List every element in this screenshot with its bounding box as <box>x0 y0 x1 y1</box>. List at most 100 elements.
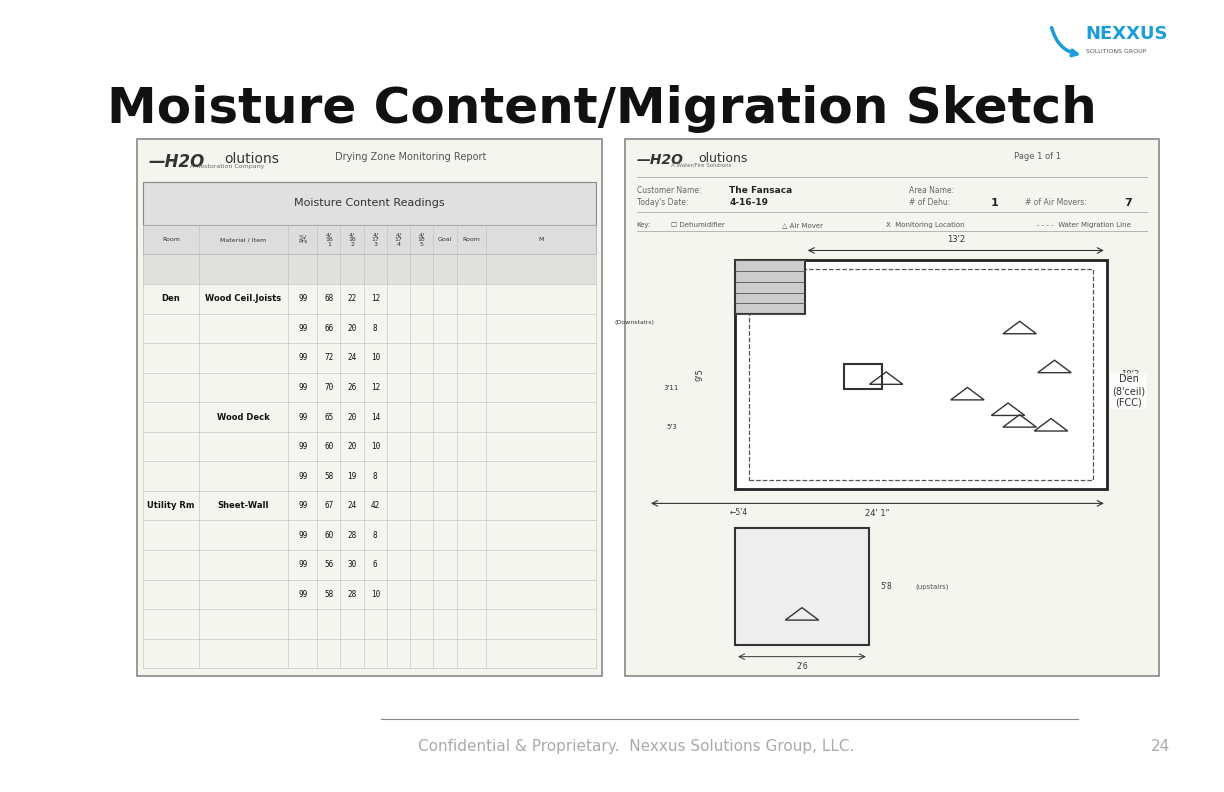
FancyBboxPatch shape <box>845 364 881 389</box>
Text: 6: 6 <box>373 561 377 569</box>
Text: 4/
17
4: 4/ 17 4 <box>394 233 403 246</box>
Text: 19: 19 <box>348 472 356 481</box>
Text: 12: 12 <box>371 383 379 392</box>
Text: Area Name:: Area Name: <box>909 186 955 195</box>
Text: 72: 72 <box>324 353 333 363</box>
FancyBboxPatch shape <box>736 260 805 314</box>
Text: 99: 99 <box>299 590 307 599</box>
FancyBboxPatch shape <box>143 254 596 284</box>
Text: Goal: Goal <box>438 237 452 242</box>
Text: 8: 8 <box>373 324 377 333</box>
Text: 10: 10 <box>371 353 379 363</box>
Text: 99: 99 <box>299 561 307 569</box>
Text: %/
Prs: %/ Prs <box>297 234 307 245</box>
Text: 28: 28 <box>348 531 356 540</box>
Text: 99: 99 <box>299 472 307 481</box>
Text: Sheet-Wall: Sheet-Wall <box>218 501 269 510</box>
Text: —H2O: —H2O <box>636 153 683 167</box>
Text: # of Air Movers:: # of Air Movers: <box>1026 197 1087 207</box>
Text: 20: 20 <box>348 413 356 421</box>
Text: 20: 20 <box>348 324 356 333</box>
Text: 58: 58 <box>324 472 333 481</box>
Text: MOT
(104): MOT (104) <box>819 295 837 308</box>
Text: Wood Ceil.Joists: Wood Ceil.Joists <box>206 295 282 303</box>
Text: 4/
17
3: 4/ 17 3 <box>371 233 379 246</box>
Text: △ Air Mover: △ Air Mover <box>782 222 823 228</box>
Text: M: M <box>539 237 543 242</box>
Text: # of Dehu:: # of Dehu: <box>909 197 951 207</box>
Text: - - - -  Water Migration Line: - - - - Water Migration Line <box>1037 222 1131 228</box>
Text: 58: 58 <box>324 590 333 599</box>
Text: Drying Zone Monitoring Report: Drying Zone Monitoring Report <box>334 152 486 162</box>
Text: Moisture Content Readings: Moisture Content Readings <box>294 199 444 208</box>
Text: 26: 26 <box>348 383 356 392</box>
Text: 2'6: 2'6 <box>796 662 808 671</box>
Text: 4/
16
2: 4/ 16 2 <box>348 233 356 246</box>
Text: 99: 99 <box>299 324 307 333</box>
Text: 99: 99 <box>299 442 307 451</box>
FancyBboxPatch shape <box>736 528 869 645</box>
Text: Page 1 of 1: Page 1 of 1 <box>1013 152 1061 161</box>
Text: 22: 22 <box>348 295 356 303</box>
Text: NEXXUS: NEXXUS <box>1086 25 1169 44</box>
Text: Key:: Key: <box>636 222 651 228</box>
Text: 60: 60 <box>324 531 333 540</box>
Text: The Fansaca: The Fansaca <box>730 186 793 195</box>
Text: Customer Name:: Customer Name: <box>636 186 701 195</box>
Text: D: D <box>858 371 868 381</box>
Text: ☐ Dehumidifier: ☐ Dehumidifier <box>671 222 725 228</box>
Text: 13'2: 13'2 <box>946 235 965 244</box>
Text: 10: 10 <box>371 442 379 451</box>
Text: Den: Den <box>162 295 180 303</box>
Text: (8'ceil)
Utility Rm
(FCC): (8'ceil) Utility Rm (FCC) <box>785 570 819 591</box>
Text: Utility Rm: Utility Rm <box>147 501 195 510</box>
Text: 24: 24 <box>1152 739 1170 754</box>
Text: 24' 1": 24' 1" <box>865 508 890 518</box>
Text: SOLUTIONS GROUP: SOLUTIONS GROUP <box>1086 49 1146 54</box>
Text: 24: 24 <box>348 353 356 363</box>
Text: 1: 1 <box>990 197 999 208</box>
Text: 56: 56 <box>324 561 333 569</box>
Text: Today's Date:: Today's Date: <box>636 197 688 207</box>
Text: Wood Deck: Wood Deck <box>217 413 269 421</box>
Text: 99: 99 <box>299 353 307 363</box>
Text: 28: 28 <box>348 590 356 599</box>
Text: STAIRS: STAIRS <box>760 284 780 290</box>
Text: 99: 99 <box>299 531 307 540</box>
Text: Den
(8'ceil)
(FCC): Den (8'ceil) (FCC) <box>1113 375 1146 408</box>
Text: Confidential & Proprietary.  Nexxus Solutions Group, LLC.: Confidential & Proprietary. Nexxus Solut… <box>419 739 854 754</box>
Text: 42: 42 <box>371 501 379 510</box>
Text: Moisture Content/Migration Sketch: Moisture Content/Migration Sketch <box>106 85 1097 133</box>
Text: X  Monitoring Location: X Monitoring Location <box>886 222 965 228</box>
Text: 99: 99 <box>299 501 307 510</box>
Text: 24: 24 <box>348 501 356 510</box>
Text: 4/
18
5: 4/ 18 5 <box>417 233 426 246</box>
Text: 99: 99 <box>299 295 307 303</box>
Text: 18'3: 18'3 <box>1121 370 1140 379</box>
FancyBboxPatch shape <box>625 139 1159 676</box>
Text: 5'3: 5'3 <box>666 425 677 430</box>
Text: 99: 99 <box>299 413 307 421</box>
Text: 3'11: 3'11 <box>663 385 679 391</box>
Text: Room: Room <box>162 237 180 242</box>
FancyBboxPatch shape <box>137 139 602 676</box>
Text: 9'5: 9'5 <box>696 368 705 381</box>
Text: 10: 10 <box>371 590 379 599</box>
Text: A Restoration Company: A Restoration Company <box>190 164 264 169</box>
Text: 4/
16
1: 4/ 16 1 <box>324 233 333 246</box>
Text: 68: 68 <box>324 295 333 303</box>
Text: 8: 8 <box>373 531 377 540</box>
Text: 7: 7 <box>1124 197 1132 208</box>
Text: Room: Room <box>463 237 480 242</box>
Text: 70: 70 <box>324 383 333 392</box>
Text: (Downstairs): (Downstairs) <box>614 320 654 325</box>
Text: Material / Item: Material / Item <box>220 237 267 242</box>
Text: —H2O: —H2O <box>149 153 206 171</box>
Text: (upstairs): (upstairs) <box>916 584 949 590</box>
Text: ←5'4: ←5'4 <box>730 508 748 516</box>
Text: 14: 14 <box>371 413 379 421</box>
FancyBboxPatch shape <box>736 260 1106 489</box>
Text: A Water/Fire Solutions: A Water/Fire Solutions <box>671 162 732 168</box>
Text: 20: 20 <box>348 442 356 451</box>
Text: 4-16-19: 4-16-19 <box>730 197 769 207</box>
